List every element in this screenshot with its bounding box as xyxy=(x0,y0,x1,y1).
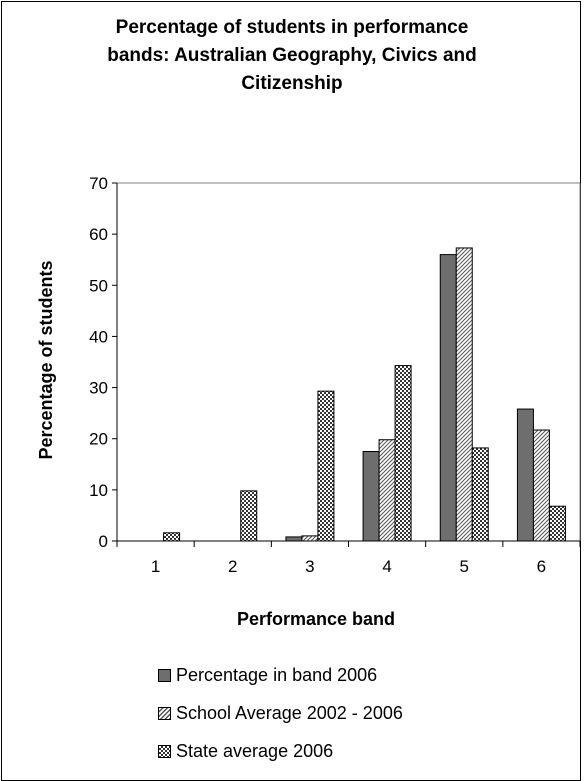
bar-3-band-6 xyxy=(548,505,566,542)
legend-label: Percentage in band 2006 xyxy=(176,664,378,685)
chart-title-line-2: bands: Australian Geography, Civics and xyxy=(107,45,477,66)
x-tick-label: 6 xyxy=(537,557,546,576)
x-axis-label: Performance band xyxy=(237,609,395,629)
y-axis-label: Percentage of students xyxy=(36,260,56,459)
y-tick-label: 0 xyxy=(99,532,108,551)
bar-2-band-5 xyxy=(455,247,473,542)
legend-item-series-2: School Average 2002 - 2006 xyxy=(158,703,403,723)
chart-title: Percentage of students in performance ba… xyxy=(0,14,584,98)
bar-3-band-5 xyxy=(471,447,489,542)
x-tick-label: 2 xyxy=(228,557,237,576)
legend-swatch-checker xyxy=(158,744,171,758)
x-tick-label: 3 xyxy=(305,557,314,576)
plot-area: 0 10 20 30 40 50 60 70 1 2 3 4 5 6 xyxy=(89,174,581,576)
bar-2-band-6 xyxy=(532,429,550,542)
legend-item-series-3: State average 2006 xyxy=(158,741,333,761)
legend-item-series-1: Percentage in band 2006 xyxy=(158,665,377,685)
bar-3-band-3 xyxy=(317,390,335,542)
x-tick-label: 4 xyxy=(382,557,391,576)
bar-1-band-5 xyxy=(439,254,457,542)
legend-swatch-diagonal xyxy=(158,706,171,720)
y-tick-label: 40 xyxy=(89,327,108,346)
y-tick-label: 70 xyxy=(89,174,108,193)
x-tick-label: 5 xyxy=(460,557,469,576)
legend-label: School Average 2002 - 2006 xyxy=(176,702,403,723)
chart-title-line-3: Citizenship xyxy=(241,73,343,94)
y-tick-label: 10 xyxy=(89,481,108,500)
y-tick-label: 60 xyxy=(89,225,108,244)
bar-2-band-3 xyxy=(301,535,319,542)
chart-title-line-1: Percentage of students in performance xyxy=(115,17,469,38)
bar-3-band-4 xyxy=(394,365,412,542)
bar-1-band-3 xyxy=(285,536,303,542)
bar-2-band-4 xyxy=(378,439,396,542)
y-tick-label: 30 xyxy=(89,379,108,398)
bar-1-band-6 xyxy=(516,408,534,542)
bar-1-band-4 xyxy=(362,451,380,542)
bar-3-band-1 xyxy=(163,532,181,542)
legend-swatch-solid xyxy=(158,668,171,682)
x-tick-label: 1 xyxy=(151,557,160,576)
legend-label: State average 2006 xyxy=(176,740,334,761)
y-tick-label: 20 xyxy=(89,430,108,449)
y-tick-label: 50 xyxy=(89,276,108,295)
bar-3-band-2 xyxy=(240,490,258,542)
